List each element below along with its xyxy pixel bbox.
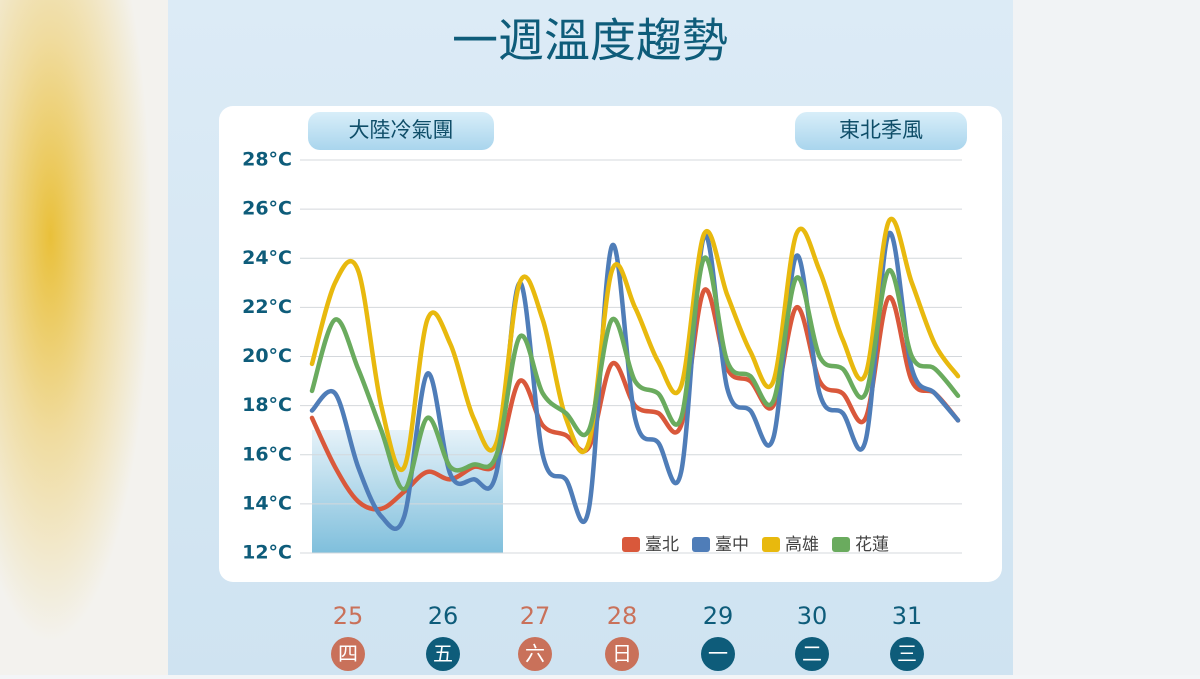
legend-swatch: [832, 537, 850, 552]
legend-swatch: [692, 537, 710, 552]
day-weekday: 六: [525, 642, 545, 666]
y-tick-label: 14°C: [242, 492, 292, 514]
day-weekday: 四: [338, 642, 358, 666]
annotation-box: [308, 112, 494, 150]
annotation: 大陸冷氣團: [349, 118, 454, 142]
day-weekday: 一: [708, 642, 728, 666]
weekday-badge: [331, 637, 365, 671]
legend-label: 臺北: [645, 535, 679, 555]
weekday-badge: [426, 637, 460, 671]
day-date: 28: [607, 602, 638, 630]
chart-title: 一週溫度趨勢: [452, 14, 728, 68]
legend-swatch: [762, 537, 780, 552]
weekday-badge: [605, 637, 639, 671]
series-line: [309, 230, 961, 531]
weekday-badge: [890, 637, 924, 671]
y-tick-label: 18°C: [242, 394, 292, 416]
annotation: 東北季風: [839, 118, 923, 142]
legend-swatch: [622, 537, 640, 552]
side-blur: [1013, 0, 1200, 675]
day-date: 29: [703, 602, 734, 630]
series-line: [309, 287, 961, 512]
legend-label: 臺中: [715, 535, 749, 555]
y-tick-label: 16°C: [242, 443, 292, 465]
y-tick-label: 28°C: [242, 149, 292, 171]
annotation-box: [795, 112, 967, 150]
series-line: [309, 216, 961, 472]
y-tick-label: 24°C: [242, 247, 292, 269]
weekday-badge: [795, 637, 829, 671]
legend-label: 高雄: [785, 535, 819, 555]
y-tick-label: 20°C: [242, 345, 292, 367]
series-line: [309, 255, 961, 492]
weekday-badge: [518, 637, 552, 671]
day-date: 31: [892, 602, 923, 630]
legend-label: 花蓮: [855, 535, 889, 555]
day-date: 30: [797, 602, 828, 630]
y-tick-label: 12°C: [242, 542, 292, 564]
side-blur: [0, 0, 168, 675]
day-date: 26: [428, 602, 459, 630]
day-date: 27: [520, 602, 551, 630]
day-weekday: 日: [612, 642, 632, 666]
y-tick-label: 22°C: [242, 296, 292, 318]
y-tick-label: 26°C: [242, 198, 292, 220]
day-weekday: 二: [802, 642, 822, 666]
day-date: 25: [333, 602, 364, 630]
day-weekday: 五: [433, 642, 453, 666]
day-weekday: 三: [897, 642, 917, 666]
weekday-badge: [701, 637, 735, 671]
